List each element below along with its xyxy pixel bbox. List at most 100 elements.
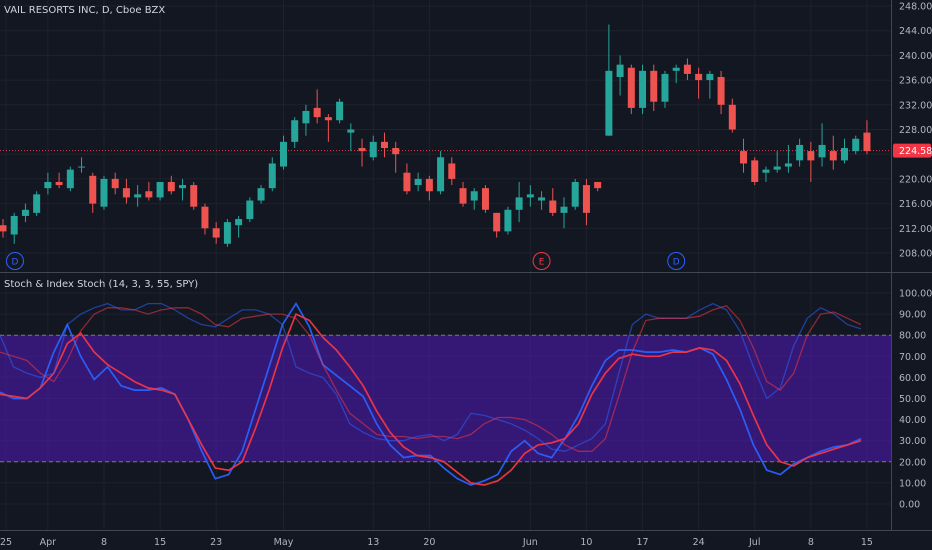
candle-body xyxy=(235,219,243,226)
candle xyxy=(324,114,332,142)
candle xyxy=(616,55,624,96)
candle xyxy=(414,172,422,192)
candle-body xyxy=(212,228,220,238)
candle-body xyxy=(459,188,467,204)
candle-body xyxy=(403,172,411,192)
candle-body xyxy=(10,215,18,235)
candle xyxy=(134,185,142,207)
candle-body xyxy=(190,185,198,207)
oscillator-tick-label: 20.00 xyxy=(899,457,926,468)
candle-body xyxy=(841,148,848,161)
time-tick-label: 25 xyxy=(0,537,12,548)
oscillator-series xyxy=(0,301,862,486)
oscillator-tick-label: 100.00 xyxy=(899,289,932,300)
oscillator-tick-label: 0.00 xyxy=(899,500,920,511)
candle xyxy=(639,64,647,115)
candle-body xyxy=(425,178,433,192)
oscillator-tick-label: 10.00 xyxy=(899,478,926,489)
candle-body xyxy=(78,166,86,168)
candle-body xyxy=(695,73,703,81)
event-marker-d[interactable]: D xyxy=(667,252,686,270)
candle-body xyxy=(201,206,209,229)
last-price-tag: 224.58 xyxy=(893,143,932,158)
price-tick-label: 216.00 xyxy=(899,199,932,210)
candle-body xyxy=(538,197,546,201)
event-marker-label: D xyxy=(673,258,680,268)
oscillator-axis[interactable]: 0.00 10.00 20.00 30.00 40.00 50.00 60.00 70.00 8… xyxy=(899,289,932,511)
time-tick-label: 8 xyxy=(101,537,107,548)
candle xyxy=(672,64,680,84)
candle-body xyxy=(852,138,860,152)
price-tick-label: 236.00 xyxy=(899,76,932,87)
candle xyxy=(0,219,7,238)
price-tick-label: 228.00 xyxy=(899,125,932,136)
candle xyxy=(448,157,456,186)
candle-body xyxy=(650,70,658,102)
candle xyxy=(695,67,703,99)
candle xyxy=(605,24,613,136)
price-grid xyxy=(0,5,891,254)
candle-body xyxy=(504,209,512,232)
candle-body xyxy=(549,200,557,213)
candle xyxy=(515,181,523,223)
candle-body xyxy=(728,104,736,130)
candle-body xyxy=(437,157,445,192)
candle xyxy=(44,172,52,195)
time-tick-label: 10 xyxy=(580,537,592,548)
candle xyxy=(21,203,29,223)
price-tick-label: 240.00 xyxy=(899,51,932,62)
candle-body xyxy=(257,188,265,201)
candle-body xyxy=(156,181,164,198)
candle-body xyxy=(740,151,748,164)
oscillator-tick-label: 80.00 xyxy=(899,331,926,342)
candle xyxy=(223,219,231,247)
candle-body xyxy=(33,194,41,213)
candle xyxy=(538,191,546,210)
event-marker-d[interactable]: D xyxy=(6,252,24,270)
candle xyxy=(257,185,265,204)
candle-body xyxy=(313,107,321,118)
candle xyxy=(190,181,198,210)
candle-body xyxy=(302,110,310,124)
candle-body xyxy=(706,73,714,81)
candle xyxy=(661,70,669,108)
candle xyxy=(425,175,433,201)
candle xyxy=(841,138,848,164)
candle-body xyxy=(55,181,63,186)
time-tick-label: Apr xyxy=(40,537,57,548)
candle-body xyxy=(863,132,871,152)
candle-body xyxy=(134,194,142,198)
last-price-box xyxy=(893,143,931,158)
price-tick-label: 208.00 xyxy=(899,249,932,260)
time-tick-label: 24 xyxy=(693,537,705,548)
candle xyxy=(302,104,310,136)
event-marker-circle xyxy=(6,252,24,270)
candle xyxy=(145,181,153,201)
event-marker-e[interactable]: E xyxy=(532,252,551,270)
candle-body xyxy=(829,151,837,161)
price-tick-label: 212.00 xyxy=(899,224,932,235)
last-price-label: 224.58 xyxy=(899,146,932,157)
candle-body xyxy=(246,200,254,220)
time-tick-label: Jun xyxy=(522,537,538,548)
oscillator-tick-label: 50.00 xyxy=(899,394,926,405)
candle-body xyxy=(21,209,29,216)
time-tick-label: Jul xyxy=(748,537,760,548)
candle-body xyxy=(683,64,691,74)
candle xyxy=(235,215,243,238)
time-tick-label: 8 xyxy=(808,537,814,548)
candle xyxy=(762,166,770,182)
candle xyxy=(66,166,74,192)
candle xyxy=(627,64,635,115)
time-axis[interactable]: 25 Apr 8 15 23 May 13 20 Jun 10 17 24 Jul 8 15 xyxy=(0,537,873,548)
candle-body xyxy=(392,148,400,155)
chart-title: VAIL RESORTS INC, D, Cboe BZX xyxy=(4,5,165,16)
candle xyxy=(594,181,602,192)
event-marker-label: E xyxy=(539,258,545,268)
price-tick-label: 220.00 xyxy=(899,174,932,185)
candle xyxy=(470,188,478,210)
candle-body xyxy=(493,212,501,232)
candle xyxy=(751,157,759,186)
